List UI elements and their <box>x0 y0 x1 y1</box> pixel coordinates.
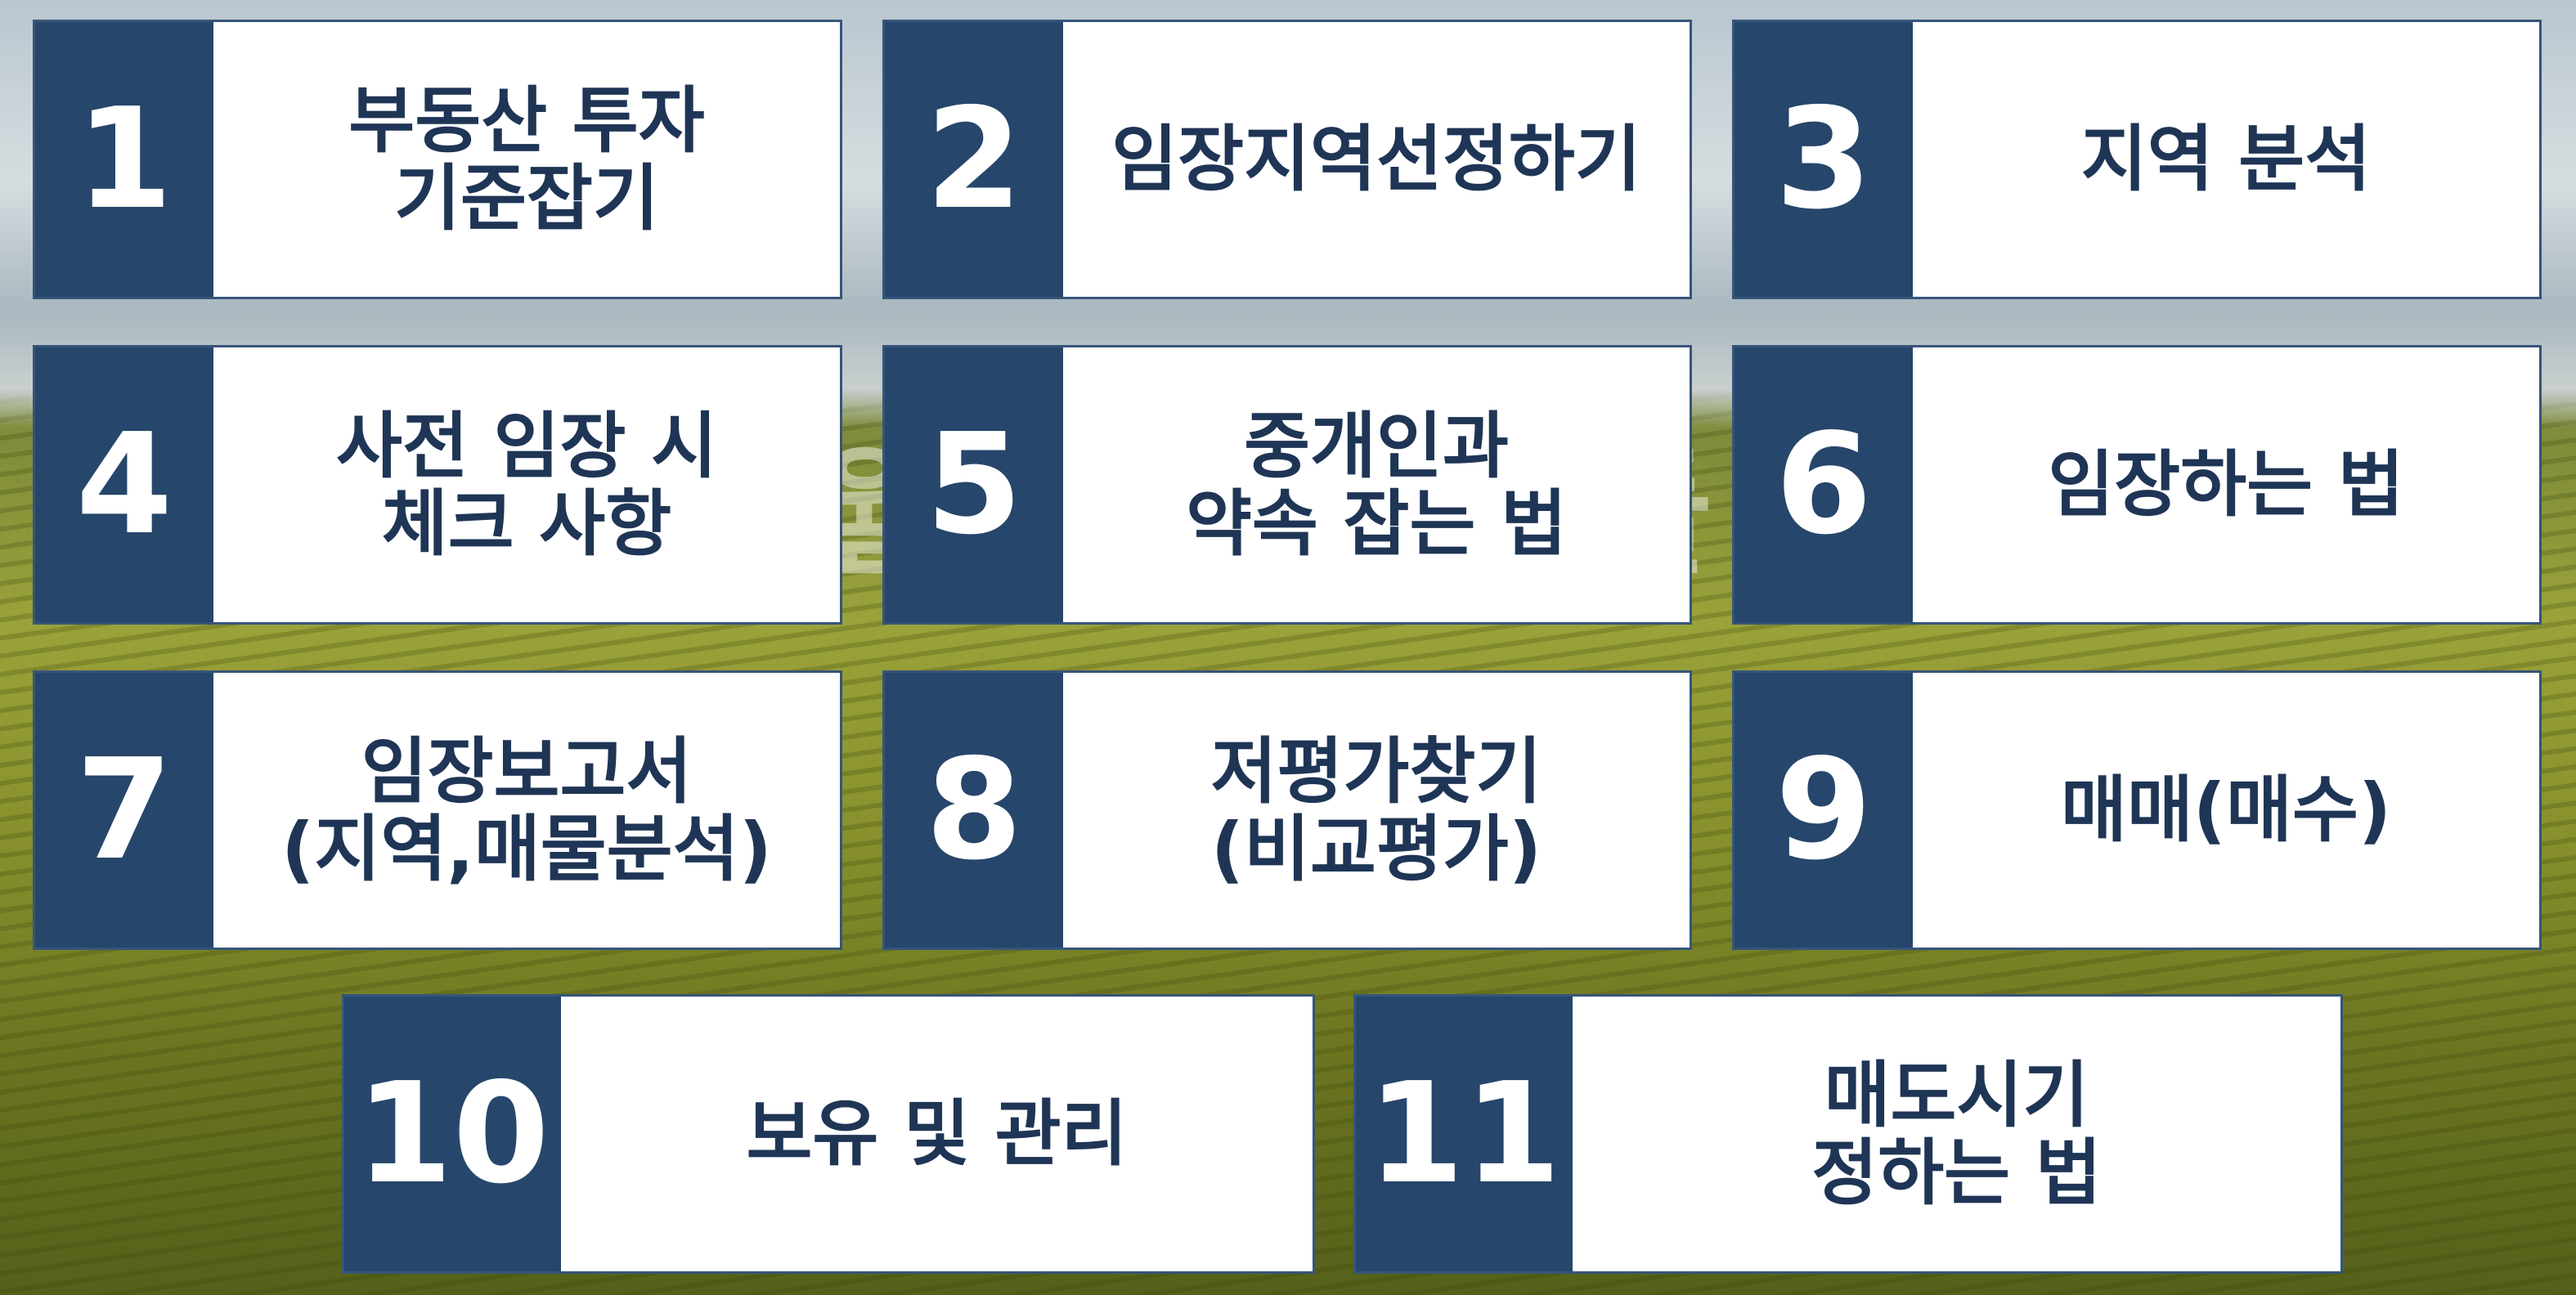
label-line: 사전 임장 시 <box>335 403 718 488</box>
step-number: 9 <box>1735 673 1913 948</box>
step-number: 7 <box>35 673 213 948</box>
label-line: 약속 잡는 법 <box>1185 482 1568 566</box>
step-label: 매매(매수) <box>1913 673 2539 948</box>
label-line: 부동산 투자 <box>348 78 705 163</box>
step-number: 3 <box>1735 22 1913 297</box>
step-number: 11 <box>1356 997 1573 1271</box>
step-label: 임장지역선정하기 <box>1063 22 1690 297</box>
label-line: 임장지역선정하기 <box>1111 117 1641 202</box>
label-line: 정하는 법 <box>1811 1131 2102 1215</box>
label-line: 중개인과 <box>1244 403 1509 488</box>
label-line: 보유 및 관리 <box>746 1091 1128 1176</box>
step-card: 2 임장지역선정하기 <box>882 20 1692 299</box>
step-card: 6 임장하는 법 <box>1732 345 2542 625</box>
step-card: 4 사전 임장 시 체크 사항 <box>33 345 842 625</box>
label-line: 매매(매수) <box>2060 768 2392 853</box>
step-label: 보유 및 관리 <box>561 997 1313 1271</box>
label-line: (비교평가) <box>1210 807 1542 891</box>
step-number: 5 <box>885 347 1063 622</box>
step-number: 10 <box>344 997 561 1271</box>
step-number: 8 <box>885 673 1063 948</box>
step-label: 사전 임장 시 체크 사항 <box>213 347 840 622</box>
step-card: 11 매도시기 정하는 법 <box>1353 994 2343 1274</box>
step-label: 매도시기 정하는 법 <box>1573 997 2340 1271</box>
label-line: 기준잡기 <box>394 156 659 240</box>
step-label: 저평가찾기 (비교평가) <box>1063 673 1690 948</box>
step-number: 4 <box>35 347 213 622</box>
label-line: 체크 사항 <box>381 482 672 566</box>
label-line: 지역 분석 <box>2080 117 2372 202</box>
label-line: 임장하는 법 <box>2048 442 2404 527</box>
label-line: (지역,매물분석) <box>281 807 772 891</box>
step-card: 10 보유 및 관리 <box>342 994 1315 1274</box>
step-card: 9 매매(매수) <box>1732 670 2542 950</box>
step-number: 1 <box>35 22 213 297</box>
step-label: 부동산 투자 기준잡기 <box>213 22 840 297</box>
step-number: 2 <box>885 22 1063 297</box>
step-label: 지역 분석 <box>1913 22 2539 297</box>
step-card: 1 부동산 투자 기준잡기 <box>33 20 842 299</box>
label-line: 임장보고서 <box>361 728 693 813</box>
label-line: 저평가찾기 <box>1210 728 1542 813</box>
step-label: 중개인과 약속 잡는 법 <box>1063 347 1690 622</box>
step-card: 5 중개인과 약속 잡는 법 <box>882 345 1692 625</box>
step-card: 8 저평가찾기 (비교평가) <box>882 670 1692 950</box>
step-label: 임장보고서 (지역,매물분석) <box>213 673 840 948</box>
label-line: 매도시기 <box>1824 1052 2089 1137</box>
step-card: 7 임장보고서 (지역,매물분석) <box>33 670 842 950</box>
step-card: 3 지역 분석 <box>1732 20 2542 299</box>
step-label: 임장하는 법 <box>1913 347 2539 622</box>
step-number: 6 <box>1735 347 1913 622</box>
